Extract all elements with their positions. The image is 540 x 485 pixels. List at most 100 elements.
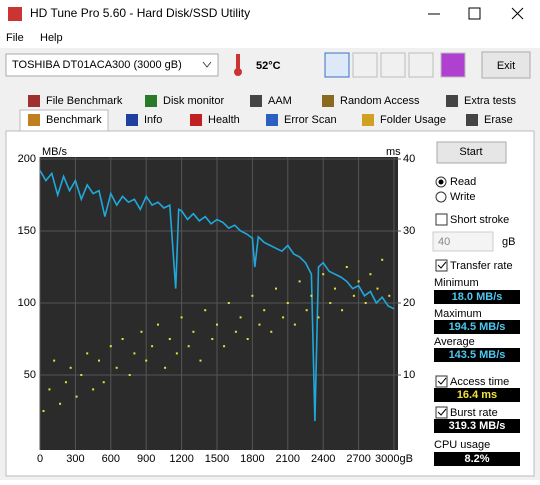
read-label: Read	[450, 176, 476, 188]
access-time-point	[317, 316, 320, 319]
dropdown-arrow	[202, 61, 212, 68]
access-time-point	[381, 258, 384, 261]
checkbox[interactable]	[435, 213, 448, 226]
tab-label[interactable]: File Benchmark	[46, 95, 123, 107]
maximize[interactable]	[468, 7, 481, 20]
access-time-point	[180, 316, 183, 319]
chart: MB/s ms 50 100 150 200 10 20 30 40 0 300 600 900 120…	[18, 146, 416, 465]
spin-box[interactable]	[432, 231, 494, 252]
access-time-point	[263, 309, 266, 312]
access-time-point	[388, 294, 391, 297]
radio-dot	[438, 179, 444, 185]
tabs: File Benchmark Disk monitor AAM Random Acce…	[19, 95, 516, 133]
stat-label: CPU usage	[434, 439, 490, 451]
stat-box	[434, 419, 520, 433]
x-tick-label: 0	[37, 453, 43, 465]
stat-label: Minimum	[434, 277, 479, 289]
x-tick-label: 2100	[276, 453, 300, 465]
access-time-point	[199, 359, 202, 362]
access-time-point	[145, 359, 148, 362]
access-time-point	[282, 316, 285, 319]
access-time-point	[223, 345, 226, 348]
checkbox[interactable]	[435, 406, 448, 419]
access-time-point	[53, 359, 56, 362]
tab-label[interactable]: Health	[208, 114, 240, 126]
drive-select[interactable]	[5, 53, 219, 77]
access-time-point	[298, 280, 301, 283]
tab-label[interactable]: AAM	[268, 95, 292, 107]
tab-label[interactable]: Info	[144, 114, 162, 126]
app-icon	[8, 7, 22, 21]
thermometer-bulb	[234, 68, 242, 76]
check	[437, 408, 447, 416]
tab-label[interactable]: Folder Usage	[380, 114, 446, 126]
tab-label[interactable]: Random Access	[340, 95, 420, 107]
access-time-point	[69, 366, 72, 369]
access-time-point	[239, 316, 242, 319]
check	[437, 261, 447, 269]
stat-value: 18.0 MB/s	[452, 291, 503, 303]
access-time-point	[376, 287, 379, 290]
exit-button[interactable]	[481, 51, 531, 79]
stat-label: Average	[434, 336, 475, 348]
y2-tick-label: 20	[403, 297, 415, 309]
tool-button[interactable]	[408, 52, 434, 78]
access-time-point	[92, 388, 95, 391]
tool-button[interactable]	[324, 52, 350, 78]
access-time-point	[115, 366, 118, 369]
tab-label[interactable]: Error Scan	[284, 114, 337, 126]
access-time-point	[275, 287, 277, 290]
window-title: HD Tune Pro 5.60 - Hard Disk/SSD Utility	[30, 6, 250, 20]
checkbox[interactable]	[435, 375, 448, 388]
tab-label[interactable]: Disk monitor	[163, 95, 224, 107]
tab-label[interactable]: Extra tests	[464, 95, 516, 107]
access-time-point	[270, 330, 273, 333]
tab-label[interactable]: Erase	[484, 114, 513, 126]
x-tick-label: 300	[66, 453, 84, 465]
stat-box	[434, 320, 520, 334]
access-time-point	[140, 330, 143, 333]
menu-item[interactable]: File	[6, 32, 24, 44]
tool-button[interactable]	[352, 52, 378, 78]
access-time-point	[286, 302, 289, 304]
checkbox[interactable]	[435, 259, 448, 272]
check	[437, 377, 447, 385]
y-tick-label: 100	[18, 297, 36, 309]
access-time-point	[64, 381, 67, 384]
transfer-rate-line	[39, 170, 395, 422]
access-time-point	[98, 359, 100, 362]
access-time-point	[246, 338, 249, 340]
access-time-point	[102, 381, 105, 384]
tool-button[interactable]	[440, 52, 466, 78]
tab-icon	[250, 95, 262, 107]
x-tick-label: 1800	[240, 453, 264, 465]
title-bar	[0, 0, 540, 28]
stat-label: Burst rate	[450, 407, 498, 419]
access-time-point	[234, 330, 237, 333]
tab-icon	[362, 114, 374, 126]
write-label: Write	[450, 191, 475, 203]
tab-label[interactable]: Benchmark	[46, 114, 102, 126]
tool-button[interactable]	[380, 52, 406, 78]
x-tick-label: 2700	[346, 453, 370, 465]
radio-write[interactable]	[435, 191, 447, 203]
x-tick-label: 3000gB	[375, 453, 413, 465]
start-button[interactable]	[436, 141, 507, 164]
access-time-point	[86, 352, 89, 355]
access-time-point	[59, 402, 62, 405]
access-time-point	[364, 302, 367, 304]
close[interactable]	[511, 7, 524, 20]
thermometer	[236, 54, 240, 70]
access-time-point	[151, 345, 154, 348]
stat-box	[434, 452, 520, 466]
temperature: 52°C	[256, 60, 281, 72]
y2-tick-label: 40	[403, 153, 415, 165]
access-time-point	[357, 280, 360, 283]
access-time-point	[42, 410, 45, 412]
stat-value: 16.4 ms	[457, 389, 497, 401]
menu-item[interactable]: Help	[40, 32, 63, 44]
access-time-point	[305, 309, 308, 312]
access-time-point	[293, 323, 296, 326]
y-tick-label: 200	[18, 153, 36, 165]
